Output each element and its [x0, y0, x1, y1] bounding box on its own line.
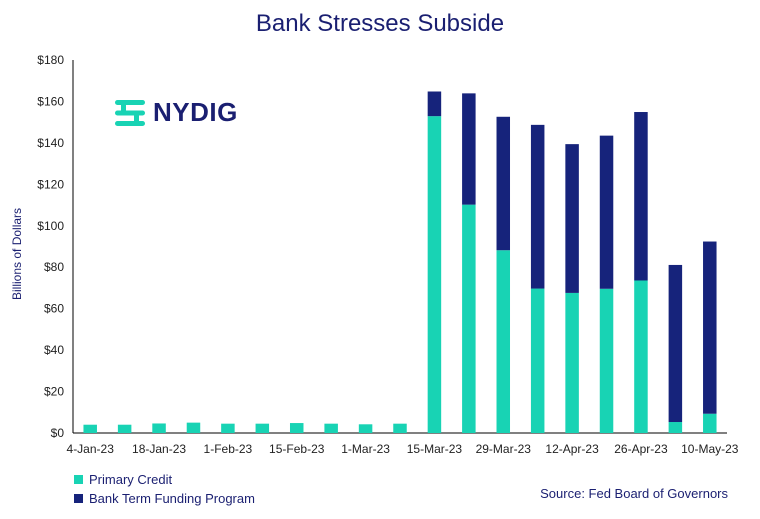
legend-item-btfp: Bank Term Funding Program [74, 491, 255, 506]
legend-label-btfp: Bank Term Funding Program [89, 491, 255, 506]
bar-btfp [565, 144, 579, 293]
x-tick-label: 12-Apr-23 [545, 442, 599, 456]
bar-btfp [427, 91, 442, 117]
bar-primary-credit [668, 422, 683, 433]
legend-label-primary-credit: Primary Credit [89, 472, 173, 487]
bar-primary-credit [703, 413, 717, 433]
bar-primary-credit [83, 424, 97, 433]
legend-item-primary-credit: Primary Credit [74, 472, 172, 487]
y-axis-label: Billions of Dollars [10, 207, 24, 300]
y-tick-label: $80 [44, 260, 64, 274]
bar-primary-credit [255, 423, 270, 433]
bar-primary-credit [496, 250, 511, 433]
bar-primary-credit [530, 288, 545, 433]
bar-primary-credit [152, 423, 166, 433]
legend-swatch-btfp [74, 494, 83, 503]
x-tick-label: 15-Mar-23 [407, 442, 463, 456]
y-tick-label: $140 [37, 136, 64, 150]
bar-primary-credit [186, 422, 201, 433]
bar-primary-credit [565, 292, 579, 433]
logo-text: NYDIG [153, 97, 238, 127]
y-tick-label: $60 [44, 302, 64, 316]
bar-primary-credit [427, 116, 442, 433]
bar-btfp [530, 124, 545, 289]
x-tick-label: 26-Apr-23 [614, 442, 668, 456]
x-tick-label: 1-Mar-23 [341, 442, 390, 456]
y-tick-label: $180 [37, 53, 64, 67]
bar-btfp [462, 93, 476, 205]
bar-btfp [634, 112, 648, 281]
bar-primary-credit [393, 423, 407, 433]
x-tick-label: 1-Feb-23 [204, 442, 253, 456]
x-tick-label: 15-Feb-23 [269, 442, 325, 456]
bar-primary-credit [462, 204, 476, 433]
bar-btfp [703, 241, 717, 414]
source-note: Source: Fed Board of Governors [540, 486, 728, 501]
x-tick-label: 10-May-23 [681, 442, 739, 456]
y-tick-label: $40 [44, 343, 64, 357]
bar-primary-credit [358, 424, 373, 433]
bar-primary-credit [289, 423, 304, 433]
chart-title: Bank Stresses Subside [255, 10, 505, 37]
bar-primary-credit [599, 288, 614, 433]
bar-primary-credit [117, 424, 132, 433]
x-tick-label: 18-Jan-23 [132, 442, 186, 456]
legend-swatch-primary-credit [74, 475, 83, 484]
y-tick-label: $160 [37, 94, 64, 108]
x-tick-label: 4-Jan-23 [67, 442, 115, 456]
bar-btfp [599, 135, 614, 289]
bar-btfp [668, 264, 683, 423]
bar-primary-credit [634, 280, 648, 433]
bar-primary-credit [221, 423, 235, 433]
nydig-logo: NYDIG [113, 97, 238, 128]
bar-btfp [496, 116, 511, 251]
x-tick-label: 29-Mar-23 [476, 442, 532, 456]
y-tick-label: $0 [51, 426, 65, 440]
y-tick-label: $120 [37, 177, 64, 191]
nydig-logo-icon [115, 99, 145, 126]
y-tick-label: $20 [44, 385, 64, 399]
bar-primary-credit [324, 423, 338, 433]
y-tick-label: $100 [37, 219, 64, 233]
